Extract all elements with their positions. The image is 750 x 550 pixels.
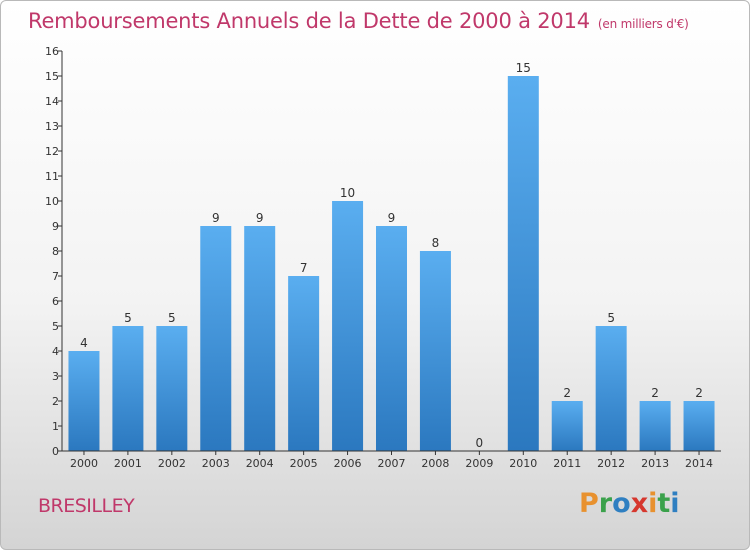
y-tick-label: 2 <box>52 395 59 408</box>
value-label-2009: 0 <box>476 436 484 450</box>
x-tick-label-2005: 2005 <box>290 457 318 470</box>
x-tick-label-2003: 2003 <box>202 457 230 470</box>
y-tick-label: 3 <box>52 370 59 383</box>
y-tick-label: 9 <box>52 220 59 233</box>
logo-letter: P <box>579 488 599 519</box>
logo-letter: r <box>598 488 613 519</box>
x-tick-label-2011: 2011 <box>553 457 581 470</box>
y-tick-label: 4 <box>52 345 59 358</box>
chart-subtitle: (en milliers d'€) <box>597 17 689 31</box>
bar-2012 <box>595 326 627 451</box>
x-tick-label-2007: 2007 <box>378 457 406 470</box>
bar-2004 <box>244 226 276 451</box>
value-label-2008: 8 <box>432 236 440 250</box>
x-tick-label-2006: 2006 <box>334 457 362 470</box>
y-tick-label: 14 <box>45 95 59 108</box>
y-tick-label: 16 <box>45 45 59 58</box>
bar-2000 <box>68 351 100 451</box>
bar-2014 <box>683 401 715 451</box>
bar-2006 <box>332 201 364 451</box>
x-tick-label-2001: 2001 <box>114 457 142 470</box>
y-tick-label: 15 <box>45 70 59 83</box>
value-label-2013: 2 <box>651 386 659 400</box>
value-label-2005: 7 <box>300 261 308 275</box>
value-label-2000: 4 <box>80 336 88 350</box>
logo-letter: t <box>657 488 671 519</box>
y-tick-label: 8 <box>52 245 59 258</box>
x-tick-label-2010: 2010 <box>509 457 537 470</box>
value-label-2007: 9 <box>388 211 396 225</box>
value-label-2012: 5 <box>607 311 615 325</box>
bar-2008 <box>419 251 451 451</box>
bar-2002 <box>156 326 188 451</box>
y-tick-label: 13 <box>45 120 59 133</box>
value-label-2006: 10 <box>340 186 355 200</box>
chart-title: Remboursements Annuels de la Dette de 20… <box>28 9 689 33</box>
value-label-2004: 9 <box>256 211 264 225</box>
x-tick-label-2009: 2009 <box>465 457 493 470</box>
value-label-2002: 5 <box>168 311 176 325</box>
y-tick-label: 11 <box>45 170 59 183</box>
y-tick-label: 12 <box>45 145 59 158</box>
bar-2003 <box>200 226 232 451</box>
value-label-2011: 2 <box>563 386 571 400</box>
logo-letter: i <box>648 488 658 519</box>
x-tick-label-2012: 2012 <box>597 457 625 470</box>
y-tick-label: 6 <box>52 295 59 308</box>
y-tick-label: 7 <box>52 270 59 283</box>
x-tick-label-2014: 2014 <box>685 457 713 470</box>
x-tick-label-2000: 2000 <box>70 457 98 470</box>
bar-2001 <box>112 326 144 451</box>
title-text: Remboursements Annuels de la Dette de 20… <box>28 9 590 33</box>
value-label-2003: 9 <box>212 211 220 225</box>
y-tick-label: 5 <box>52 320 59 333</box>
x-tick-label-2002: 2002 <box>158 457 186 470</box>
y-tick-label: 1 <box>52 420 59 433</box>
bar-2011 <box>551 401 583 451</box>
value-label-2014: 2 <box>695 386 703 400</box>
x-tick-label-2013: 2013 <box>641 457 669 470</box>
bar-2007 <box>376 226 407 451</box>
value-label-2010: 15 <box>516 61 531 75</box>
logo-letter: i <box>670 488 680 519</box>
value-label-2001: 5 <box>124 311 132 325</box>
logo-letter: x <box>630 488 649 519</box>
bar-2010 <box>507 76 539 451</box>
bar-2013 <box>639 401 671 451</box>
y-tick-label: 10 <box>45 195 59 208</box>
proxiti-logo: Proxiti <box>579 488 680 519</box>
bar-2005 <box>288 276 320 451</box>
logo-letter: o <box>612 488 631 519</box>
y-tick-label: 0 <box>52 445 59 458</box>
x-tick-label-2008: 2008 <box>421 457 449 470</box>
commune-name: BRESILLEY <box>38 495 135 517</box>
x-tick-label-2004: 2004 <box>246 457 274 470</box>
